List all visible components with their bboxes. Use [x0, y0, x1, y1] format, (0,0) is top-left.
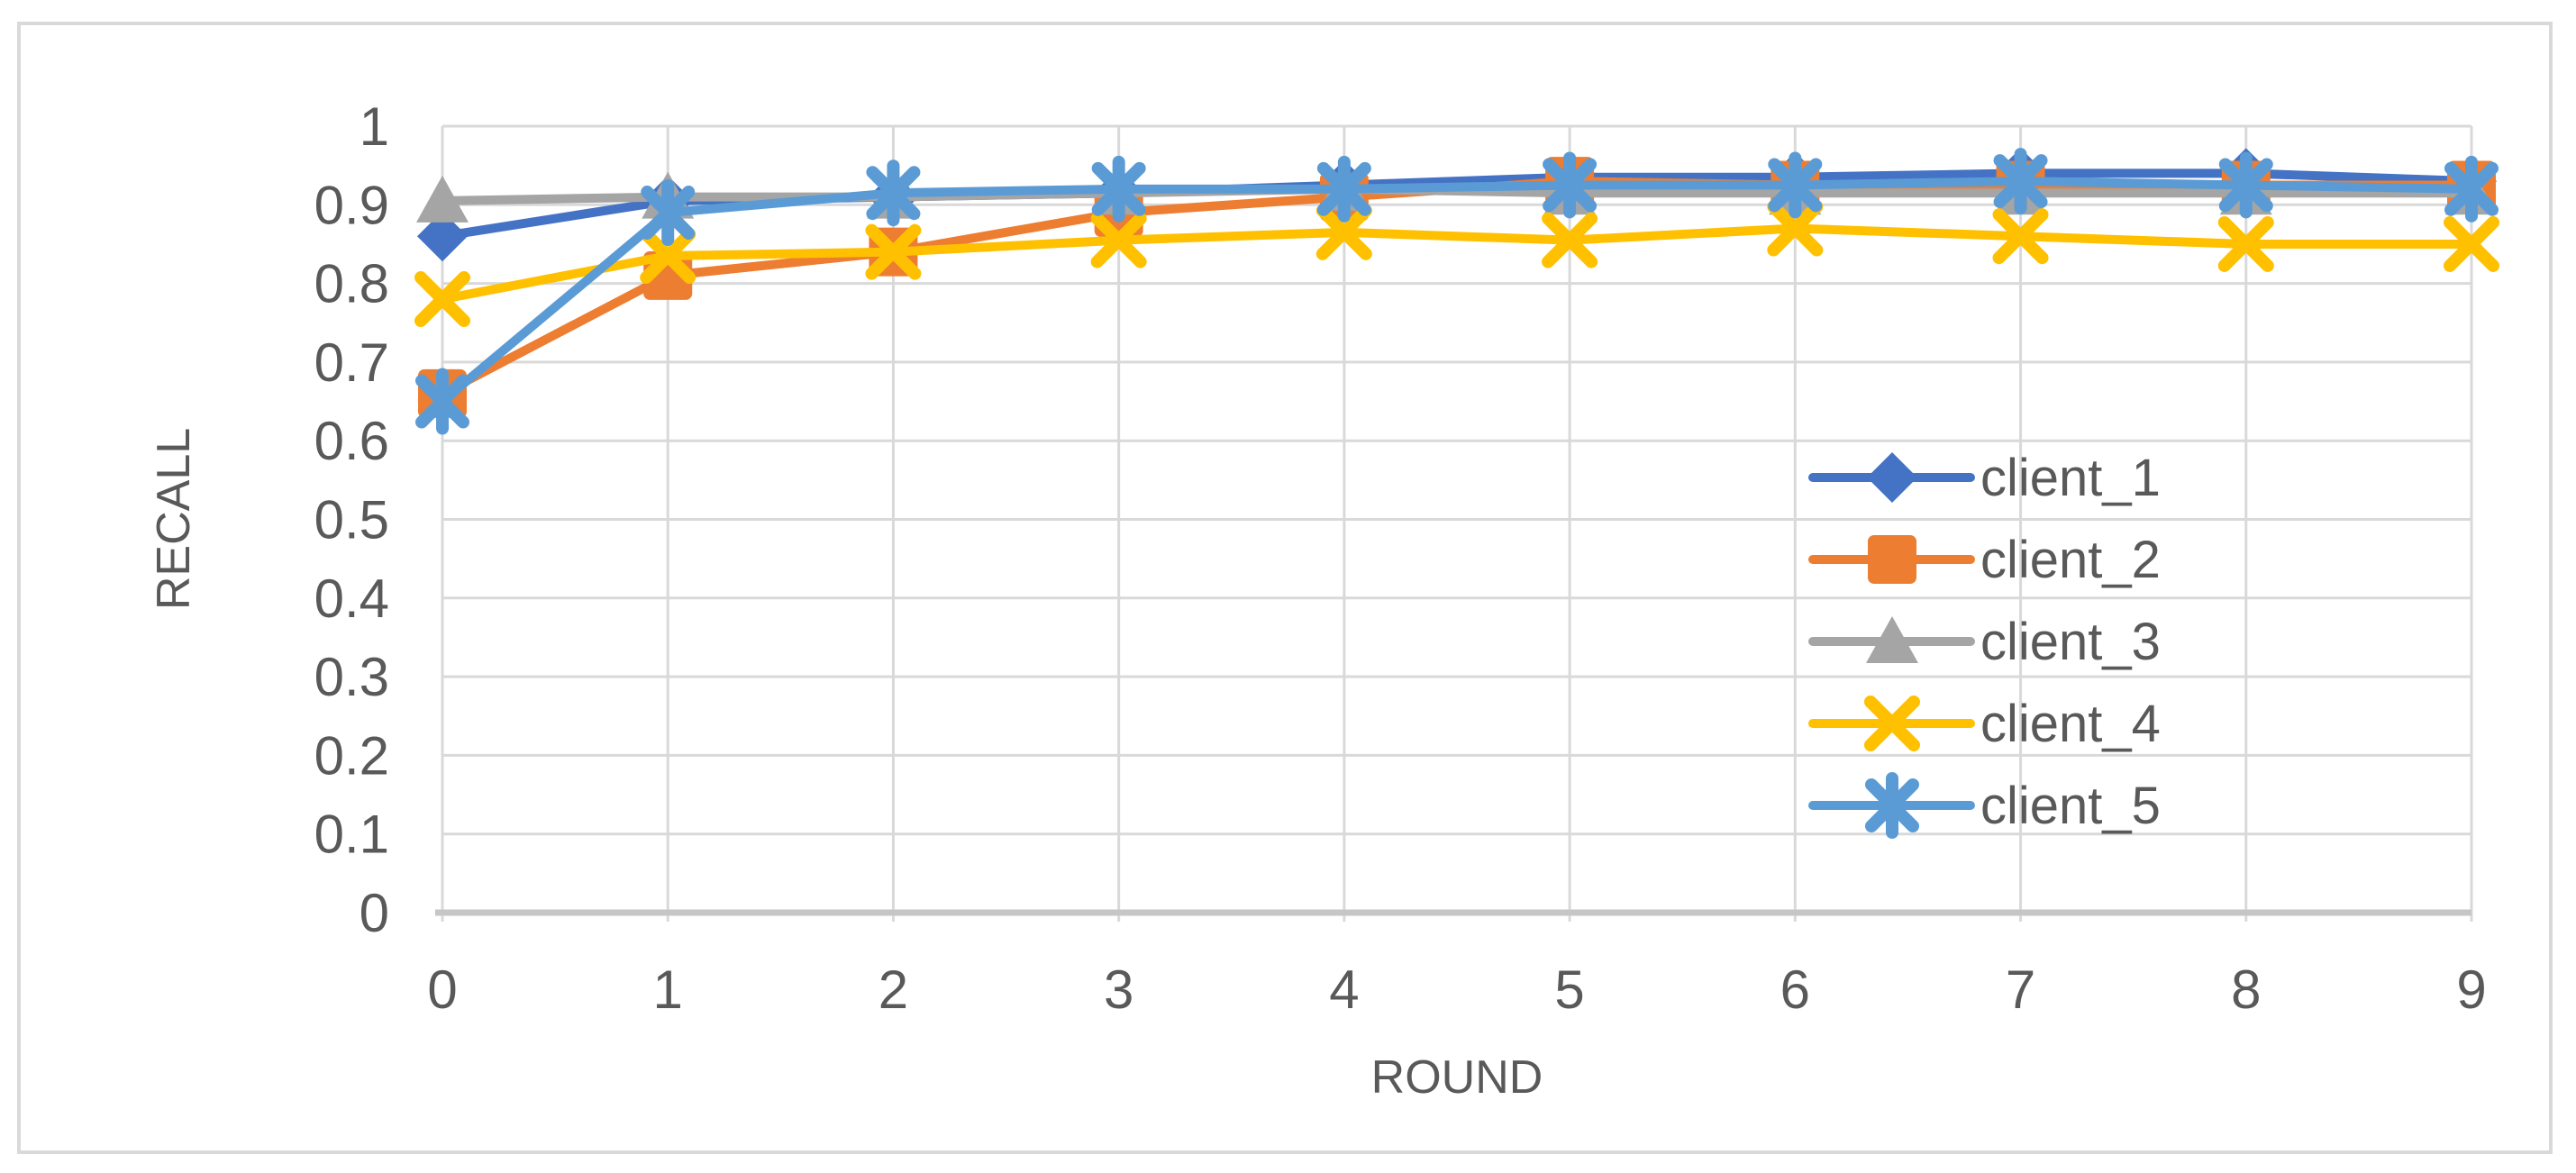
legend-swatch-marker-client_3 [1866, 616, 1918, 663]
series-marker-client_4 [640, 228, 696, 285]
series-marker-client_4 [1090, 212, 1147, 268]
x-tick-label: 6 [1780, 959, 1810, 1020]
series-marker-client_4 [1542, 212, 1598, 268]
series-marker-client_3 [416, 175, 469, 223]
series-marker-client_4 [2217, 215, 2274, 272]
legend-label-client_5: client_5 [1980, 777, 2161, 835]
y-axis-title: RECALL [148, 428, 200, 610]
legend-item-client_4: client_4 [1808, 695, 2161, 753]
series-client_5 [415, 148, 2499, 435]
x-tick-label: 9 [2456, 959, 2486, 1020]
y-tick-label: 0.3 [314, 647, 389, 707]
y-tick-label: 0.4 [314, 568, 389, 629]
x-axis-title: ROUND [1371, 1051, 1543, 1104]
legend-swatch-marker-client_1 [1867, 452, 1917, 503]
series-marker-client_4 [1315, 204, 1372, 260]
series-line-client_4 [438, 223, 2476, 305]
y-tick-label: 0.1 [314, 805, 389, 865]
x-tick-label: 0 [427, 959, 457, 1020]
series-marker-client_4 [865, 223, 922, 280]
legend-swatch-marker-client_2 [1868, 535, 1916, 584]
series-marker-client_4 [414, 271, 470, 328]
y-tick-label: 0.7 [314, 332, 389, 393]
legend-label-client_1: client_1 [1980, 449, 2161, 507]
y-tick-label: 0.6 [314, 411, 389, 471]
y-tick-label: 0.2 [314, 725, 389, 786]
y-tick-label: 0.8 [314, 254, 389, 314]
x-tick-label: 8 [2231, 959, 2261, 1020]
series-line-client_5 [438, 177, 2476, 406]
legend: client_1 client_2 client_3 client_4 client_5 [1808, 449, 2161, 839]
legend-swatch-marker-client_4 [1864, 696, 1920, 751]
figure-border [17, 22, 2553, 1154]
x-tick-label: 5 [1554, 959, 1584, 1020]
legend-label-client_4: client_4 [1980, 695, 2161, 753]
series-client_4 [414, 200, 2499, 328]
y-tick-label: 1 [360, 96, 389, 157]
x-tick-label: 7 [2006, 959, 2035, 1020]
legend-label-client_3: client_3 [1980, 613, 2161, 671]
y-tick-label: 0 [360, 883, 389, 943]
x-tick-label: 3 [1104, 959, 1133, 1020]
x-tick-label: 1 [653, 959, 683, 1020]
series-marker-client_4 [1767, 200, 1824, 257]
x-tick-label: 2 [878, 959, 908, 1020]
legend-item-client_1: client_1 [1808, 449, 2161, 507]
legend-item-client_5: client_5 [1808, 772, 2161, 839]
series-marker-client_4 [2444, 215, 2499, 272]
x-tick-label: 4 [1329, 959, 1359, 1020]
series-marker-client_1 [417, 211, 468, 262]
legend-item-client_2: client_2 [1808, 531, 2161, 589]
series-marker-client_4 [1992, 208, 2049, 265]
legend-item-client_3: client_3 [1808, 613, 2161, 671]
y-tick-label: 0.9 [314, 175, 389, 235]
legend-label-client_2: client_2 [1980, 531, 2161, 589]
y-tick-label: 0.5 [314, 490, 389, 550]
